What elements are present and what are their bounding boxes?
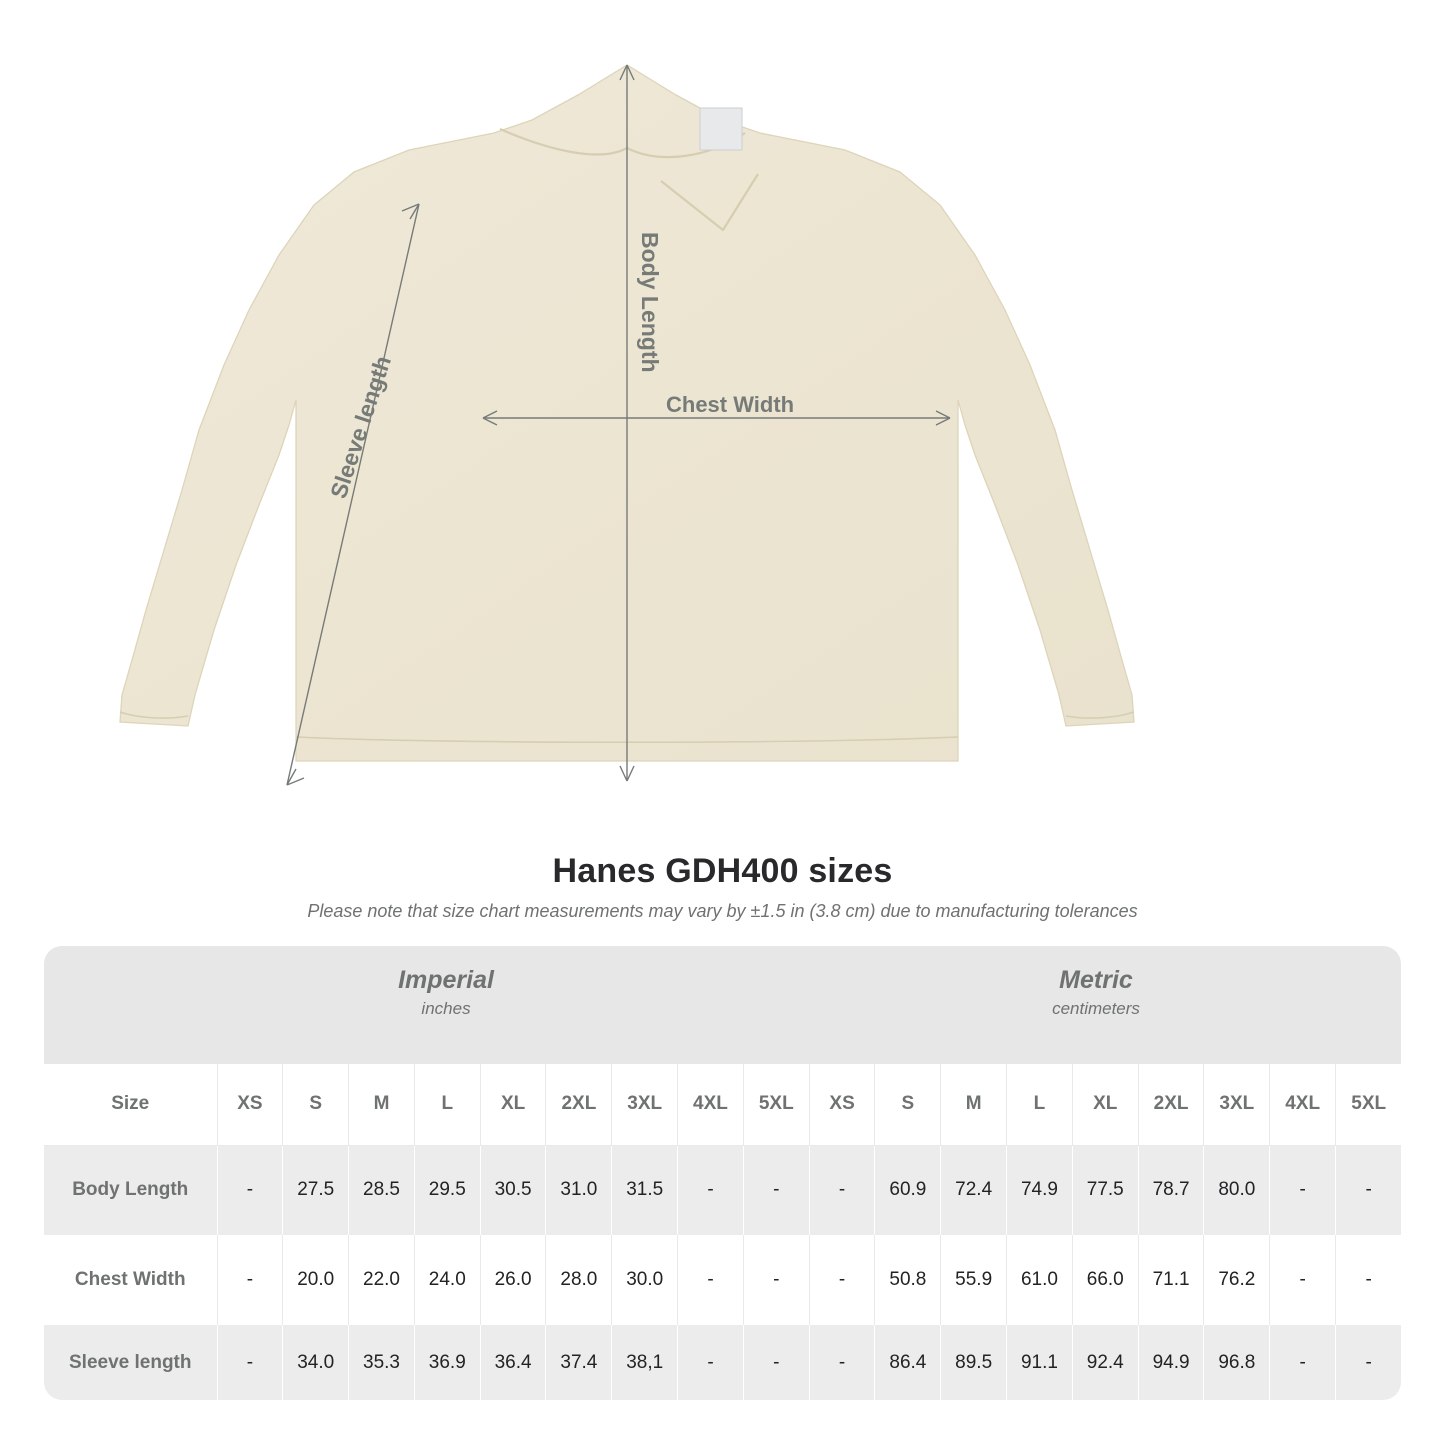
svg-text:Body Length: Body Length bbox=[637, 232, 663, 373]
svg-text:Chest Width: Chest Width bbox=[666, 392, 794, 417]
